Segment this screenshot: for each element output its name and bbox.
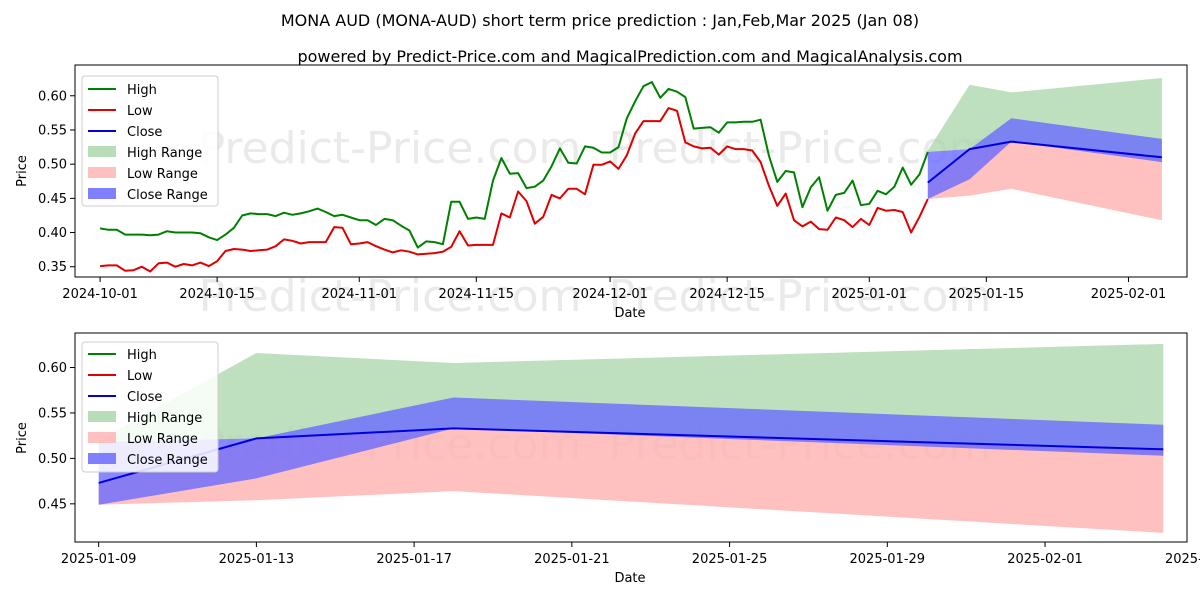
legend-low-range-label: Low Range [127, 432, 198, 447]
main-price-chart: Predict-Price.com Predict-Price.com Pred… [15, 64, 1188, 322]
x-axis-label: Date [614, 306, 645, 321]
x-tick-label: 2025-01-13 [219, 552, 295, 567]
legend-close-label: Close [127, 125, 162, 140]
legend-close-range-swatch [88, 453, 116, 464]
legend-low-range-swatch [88, 432, 116, 443]
x-tick-label: 2025-01-21 [534, 552, 610, 567]
forecast-zoom-chart: Predict-Price.com Predict-Price.com 0.45… [15, 332, 1200, 586]
close-series-line [927, 140, 1163, 184]
y-tick-label: 0.50 [38, 452, 67, 467]
plot-frame [74, 64, 1188, 278]
x-tick-label: 2025-01-29 [850, 552, 926, 567]
x-tick-label: 2024-10-15 [179, 287, 255, 302]
y-tick-label: 0.55 [38, 123, 67, 138]
y-tick-label: 0.35 [38, 260, 67, 275]
watermark-text: Predict-Price.com [609, 123, 992, 174]
legend-low-range-swatch [88, 167, 116, 178]
legend-high-range-swatch [88, 146, 116, 157]
x-tick-label: 2024-12-01 [572, 287, 648, 302]
chart-subtitle: powered by Predict-Price.com and Magical… [297, 47, 962, 66]
legend-close-label: Close [127, 390, 162, 405]
y-tick-label: 0.60 [38, 361, 67, 376]
y-tick-label: 0.40 [38, 226, 67, 241]
y-tick-label: 0.55 [38, 406, 67, 421]
legend-high-range-label: High Range [127, 411, 202, 426]
x-tick-label: 2025-01-01 [832, 287, 908, 302]
x-tick-label: 2025-01-15 [949, 287, 1025, 302]
low-range-band [98, 428, 1164, 533]
legend-low-label: Low [127, 104, 153, 119]
x-tick-label: 2025-02-05 [1165, 552, 1200, 567]
legend-close-range-label: Close Range [127, 453, 208, 468]
legend-high-label: High [127, 83, 157, 98]
watermark-text: Predict-Price.com [199, 123, 582, 174]
high-series-line [99, 81, 929, 249]
close-range-band [98, 397, 1164, 505]
plot-frame [74, 332, 1188, 543]
x-tick-label: 2025-01-25 [692, 552, 768, 567]
chart-title: MONA AUD (MONA-AUD) short term price pre… [281, 11, 919, 30]
x-tick-label: 2024-10-01 [62, 287, 138, 302]
x-tick-label: 2025-01-09 [61, 552, 137, 567]
y-tick-label: 0.45 [38, 497, 67, 512]
y-tick-label: 0.45 [38, 192, 67, 207]
legend-high-label: High [127, 348, 157, 363]
legend-high-range-swatch [88, 411, 116, 422]
y-tick-label: 0.60 [38, 89, 67, 104]
x-tick-label: 2024-11-15 [439, 287, 515, 302]
y-axis-label: Price [15, 155, 30, 187]
y-tick-label: 0.50 [38, 158, 67, 173]
x-tick-label: 2025-02-01 [1091, 287, 1167, 302]
legend: High Low Close High Range Low Range Clos… [81, 75, 219, 207]
legend-high-range-label: High Range [127, 146, 202, 161]
x-tick-label: 2025-01-17 [376, 552, 452, 567]
x-tick-label: 2025-02-01 [1007, 552, 1083, 567]
watermark-text: Predict-Price.com [199, 271, 582, 322]
low-series-line [100, 107, 929, 273]
x-tick-label: 2024-12-15 [689, 287, 765, 302]
watermark-text: Predict-Price.com [609, 271, 992, 322]
legend-close-range-swatch [88, 188, 116, 199]
legend: High Low Close High Range Low Range Clos… [81, 341, 219, 473]
x-tick-label: 2024-11-01 [321, 287, 397, 302]
close-range-band [927, 118, 1162, 199]
legend-close-range-label: Close Range [127, 188, 208, 203]
legend-low-range-label: Low Range [127, 167, 198, 182]
y-axis-label: Price [15, 422, 30, 454]
legend-low-label: Low [127, 369, 153, 384]
x-axis-label: Date [614, 571, 645, 586]
